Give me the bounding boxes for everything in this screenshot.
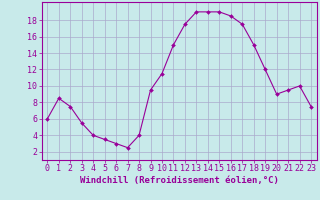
X-axis label: Windchill (Refroidissement éolien,°C): Windchill (Refroidissement éolien,°C) — [80, 176, 279, 185]
